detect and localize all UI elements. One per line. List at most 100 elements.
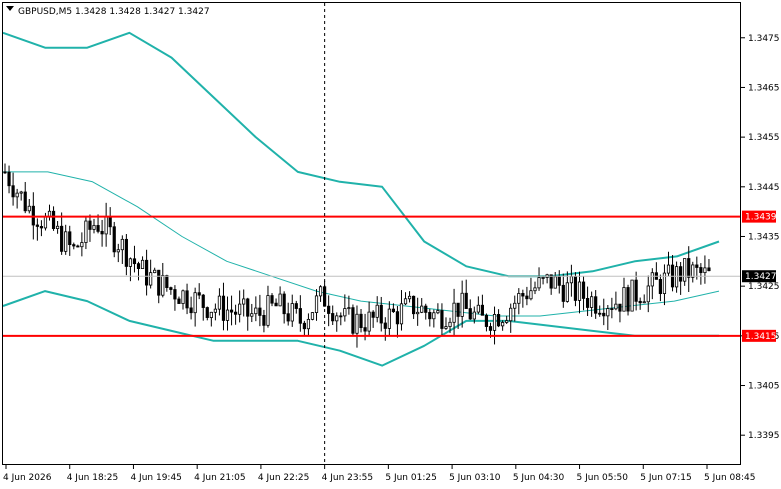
candle <box>407 291 412 303</box>
candle <box>375 296 379 323</box>
candle <box>124 233 128 276</box>
current-price-tag-text: 1.3427 <box>745 272 777 282</box>
current-price-tag: 1.3427 <box>742 270 777 283</box>
level-price-tag: 1.3439 <box>742 210 777 223</box>
candle <box>460 280 464 328</box>
candle <box>630 279 634 312</box>
x-tick-label: 5 Jun 08:45 <box>704 473 755 483</box>
candle <box>646 275 650 313</box>
candle <box>205 306 209 321</box>
collapse-triangle-icon[interactable] <box>6 6 14 11</box>
candle <box>76 244 80 248</box>
x-tick-label: 4 Jun 18:25 <box>67 473 118 483</box>
candle <box>436 303 440 315</box>
candle <box>699 263 703 285</box>
candle <box>541 275 545 285</box>
y-tick-label: 1.3475 <box>748 34 780 44</box>
candle <box>72 242 76 250</box>
candle <box>193 287 197 327</box>
candle <box>703 255 707 284</box>
candle <box>403 292 408 306</box>
candle <box>120 235 124 264</box>
candle <box>278 286 282 307</box>
candle <box>638 297 642 310</box>
candle <box>335 312 339 332</box>
y-tick-label: 1.3445 <box>748 183 780 193</box>
candle <box>533 281 537 295</box>
candle <box>35 218 39 241</box>
candle <box>351 304 355 336</box>
candle <box>658 274 663 302</box>
candle <box>169 286 173 295</box>
candle <box>691 261 695 283</box>
candle <box>464 279 468 309</box>
candle <box>622 277 626 312</box>
x-tick-label: 4 Jun 21:05 <box>194 473 245 483</box>
y-tick-label: 1.3425 <box>748 282 780 292</box>
candle <box>444 317 448 330</box>
candle <box>258 294 262 327</box>
candle <box>136 261 141 281</box>
candle <box>343 294 347 322</box>
candle <box>484 313 489 332</box>
candle <box>27 198 31 214</box>
candle <box>213 303 217 321</box>
candle <box>480 294 484 316</box>
candle <box>246 297 250 331</box>
level-price-tag-text: 1.3439 <box>745 213 777 223</box>
candle <box>7 165 11 194</box>
bollinger-lower-line <box>2 290 719 367</box>
candle <box>492 306 497 345</box>
candle <box>577 271 582 314</box>
candle <box>290 294 294 327</box>
x-tick-label: 4 Jun 22:25 <box>258 473 309 483</box>
candle <box>549 274 553 295</box>
candle <box>581 276 586 311</box>
candle <box>456 302 460 329</box>
candle <box>116 243 120 263</box>
candle <box>598 305 602 317</box>
candle <box>221 282 226 331</box>
candle <box>310 312 315 321</box>
candle <box>314 289 319 321</box>
x-tick-label: 5 Jun 03:10 <box>449 473 501 483</box>
candle <box>416 297 420 326</box>
candle <box>432 309 436 328</box>
ohlc-readout: 1.3428 1.3428 1.3427 1.3427 <box>75 7 210 17</box>
candle <box>331 305 335 326</box>
candle <box>399 290 404 331</box>
candle <box>537 267 541 291</box>
x-tick-label: 4 Jun 23:55 <box>322 473 373 483</box>
candle <box>88 214 92 242</box>
candle <box>525 286 529 306</box>
candle <box>250 303 254 323</box>
candle <box>666 251 671 277</box>
candle <box>472 306 476 324</box>
x-tick-label: 4 Jun 19:45 <box>130 473 181 483</box>
candle <box>355 305 359 348</box>
candle <box>100 219 104 247</box>
x-tick-label: 5 Jun 07:15 <box>640 473 691 483</box>
candle <box>634 271 638 311</box>
candle <box>614 291 618 311</box>
candle <box>339 312 343 326</box>
candle <box>140 256 145 269</box>
candle <box>468 299 472 320</box>
candle <box>650 268 654 300</box>
candle <box>11 172 15 206</box>
candle <box>177 296 181 304</box>
candle <box>64 224 68 255</box>
candle <box>282 291 286 324</box>
candle <box>557 270 561 294</box>
candle <box>39 220 44 237</box>
bollinger-upper-line <box>2 31 720 278</box>
y-tick-label: 1.3405 <box>748 382 780 392</box>
candle <box>626 284 630 316</box>
candle <box>274 298 278 307</box>
candle <box>209 311 213 327</box>
candle <box>371 310 375 328</box>
candle <box>84 216 88 250</box>
candle <box>181 289 185 310</box>
